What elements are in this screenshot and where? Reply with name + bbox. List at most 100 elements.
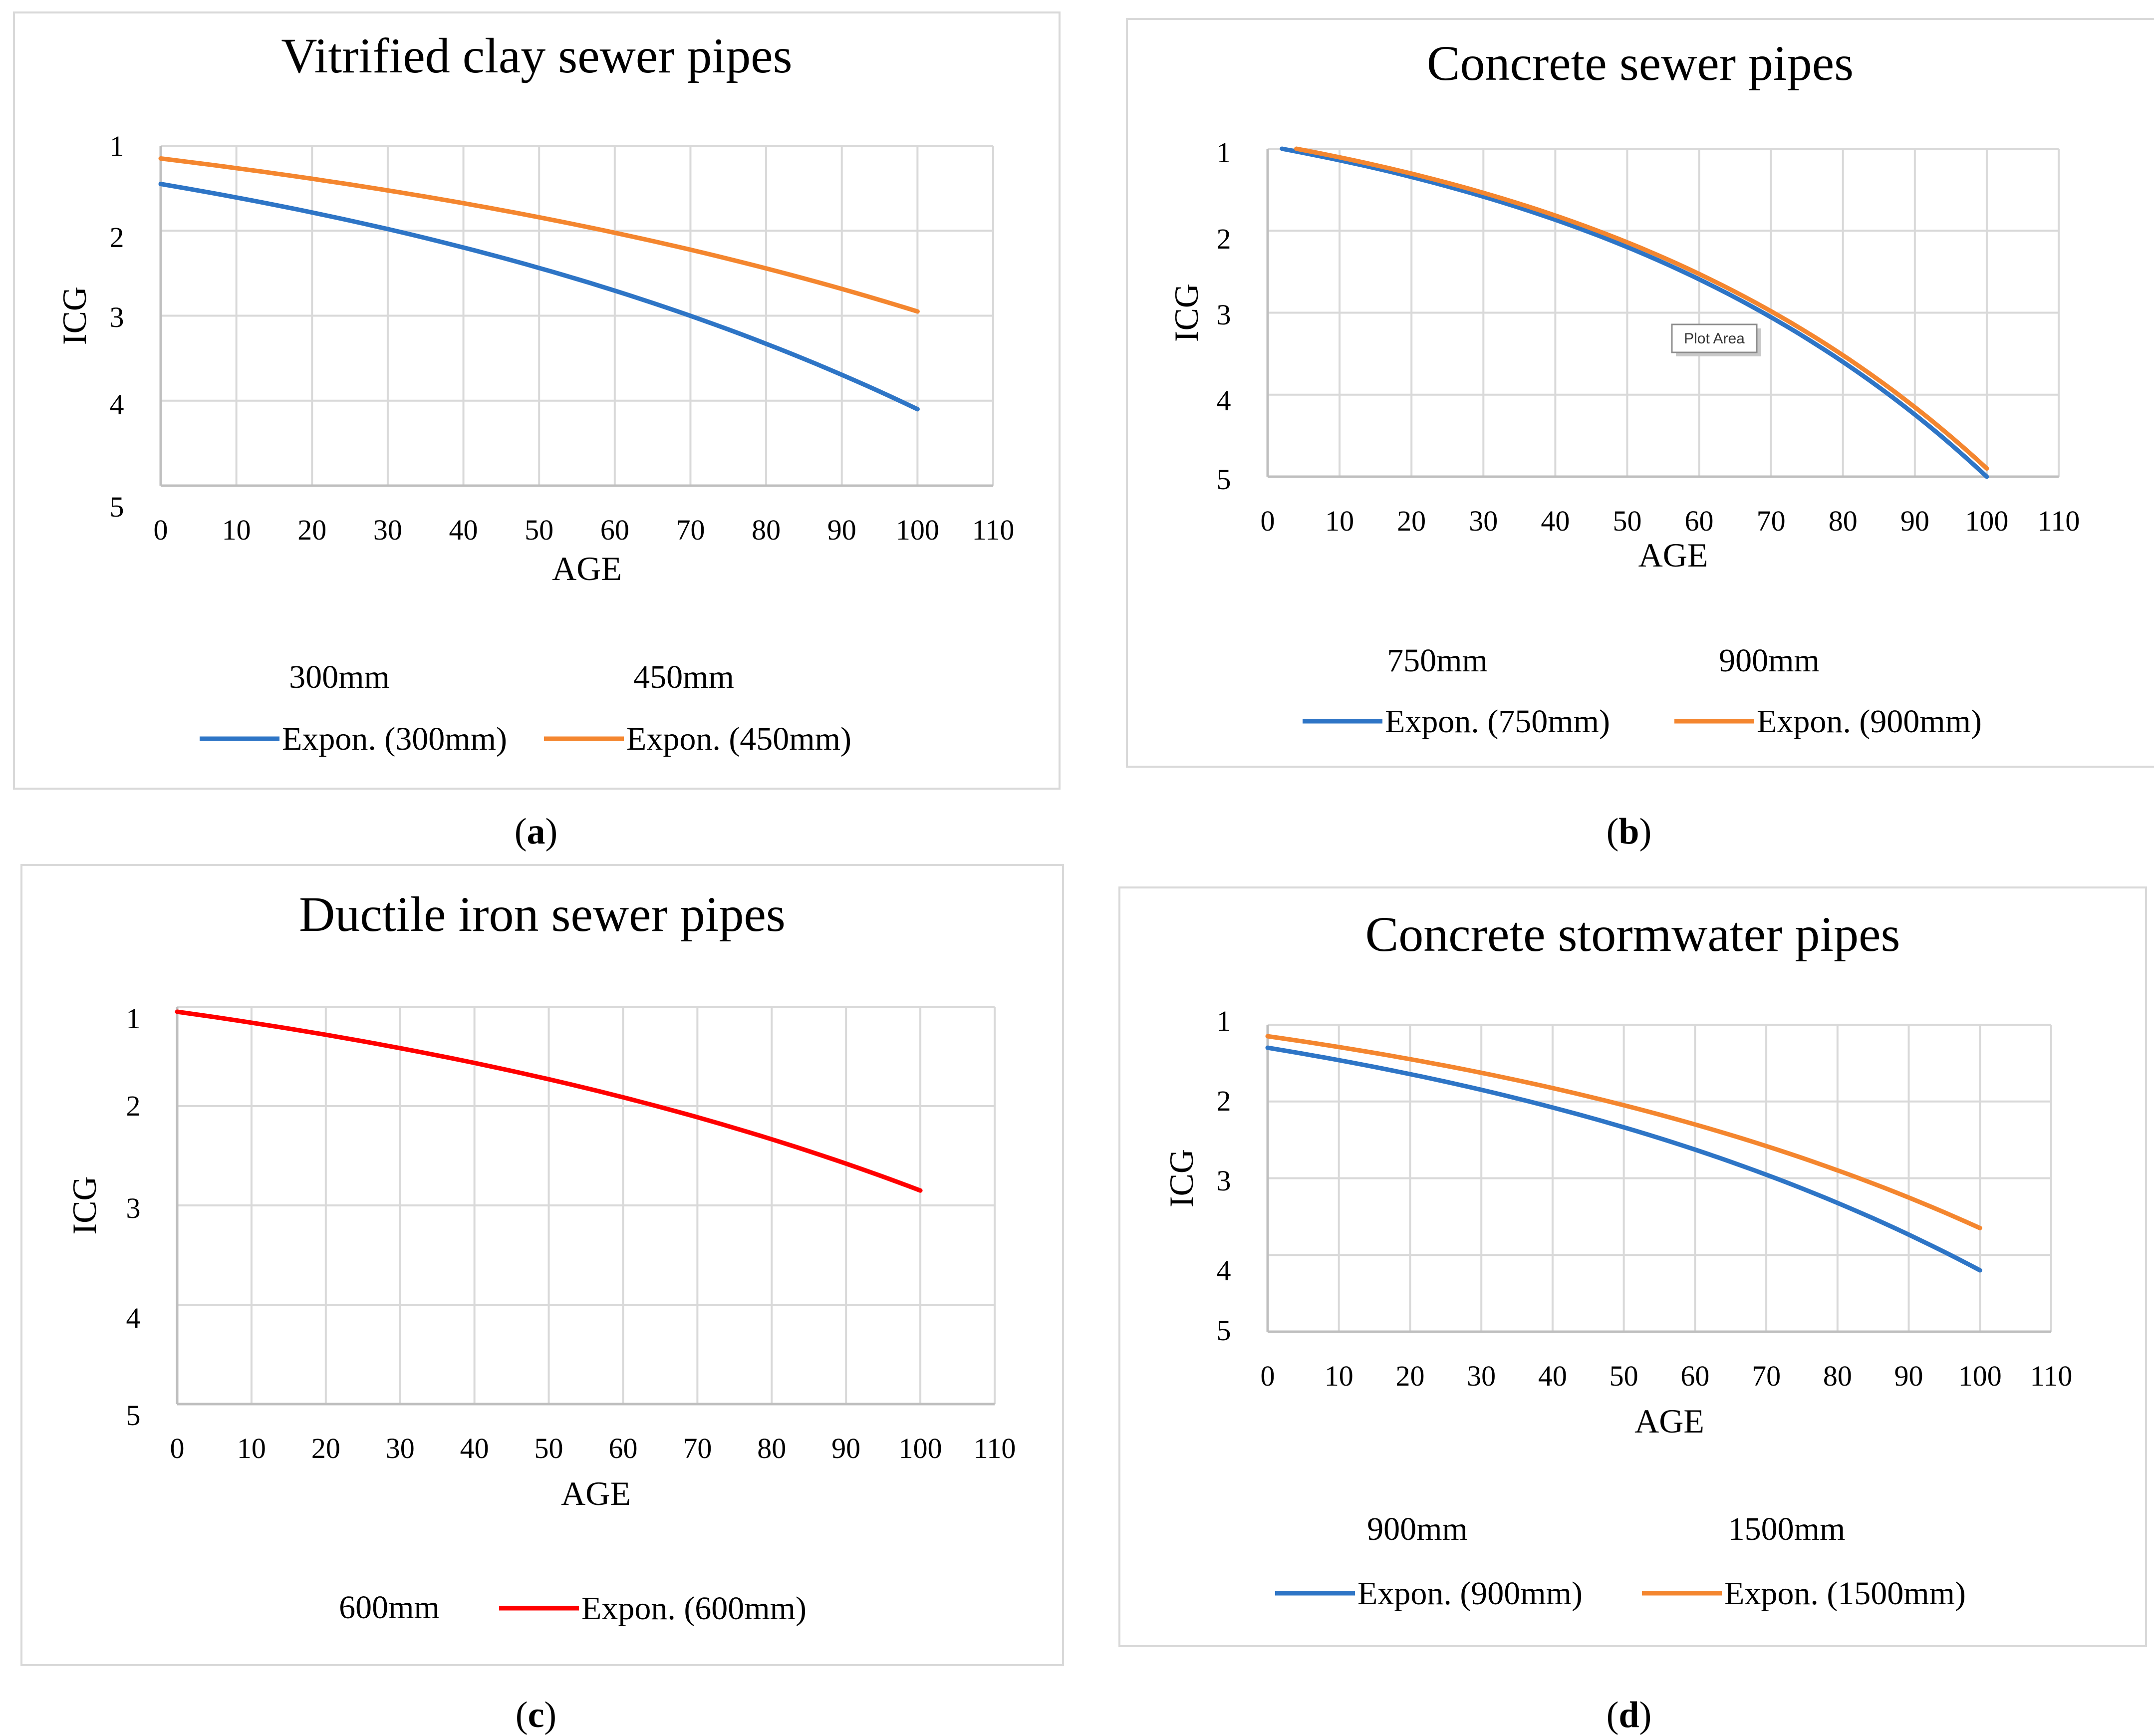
legend-label: 900mm	[1719, 642, 1820, 679]
x-tick-label: 30	[386, 1432, 415, 1464]
plot-area-tooltip	[1671, 323, 1758, 353]
x-axis-label: AGE	[1634, 1402, 1704, 1440]
y-tick-label: 4	[1217, 1254, 1231, 1287]
x-tick-label: 0	[1261, 1360, 1275, 1392]
y-axis-label: ICG	[1167, 284, 1205, 342]
x-tick-label: 20	[1395, 1360, 1424, 1392]
y-tick-label: 1	[1217, 136, 1231, 169]
chart-frame	[20, 864, 1064, 1666]
y-tick-label: 1	[110, 130, 124, 162]
y-tick-label: 2	[110, 221, 124, 254]
y-tick-label: 3	[1217, 298, 1231, 331]
x-axis-label: AGE	[552, 550, 622, 587]
legend-entry: Expon. (300mm)	[282, 721, 507, 757]
x-tick-label: 110	[2030, 1360, 2073, 1392]
chart-frame	[1118, 886, 2147, 1647]
x-tick-label: 80	[757, 1432, 786, 1464]
legend-label: 900mm	[1367, 1511, 1468, 1547]
y-axis-label: ICG	[65, 1176, 103, 1234]
panel-caption: (d)	[1607, 1695, 1651, 1736]
x-tick-label: 0	[170, 1432, 185, 1464]
x-tick-label: 40	[449, 514, 478, 546]
x-tick-label: 100	[1958, 1360, 2002, 1392]
y-tick-label: 2	[1217, 223, 1231, 255]
x-tick-label: 110	[972, 514, 1015, 546]
y-tick-label: 3	[1217, 1164, 1231, 1197]
x-tick-label: 60	[608, 1432, 637, 1464]
series-line	[158, 156, 920, 314]
x-tick-label: 30	[373, 514, 402, 546]
x-tick-label: 30	[1467, 1360, 1496, 1392]
chart-title: Concrete sewer pipes	[1427, 35, 1854, 91]
legend-entry: Expon. (750mm)	[1385, 703, 1610, 740]
x-tick-label: 100	[896, 514, 939, 546]
x-tick-label: 10	[1325, 1360, 1353, 1392]
x-tick-label: 110	[974, 1432, 1016, 1464]
x-tick-label: 20	[311, 1432, 340, 1464]
y-tick-label: 4	[1217, 384, 1231, 417]
x-tick-label: 100	[899, 1432, 942, 1464]
x-tick-label: 0	[154, 514, 168, 546]
legend-entry: Expon. (450mm)	[626, 721, 851, 757]
x-tick-label: 110	[2038, 505, 2080, 537]
tooltip-text: Plot Area	[1684, 330, 1745, 347]
x-axis-label: AGE	[561, 1474, 631, 1512]
x-tick-label: 60	[1685, 505, 1714, 537]
x-tick-label: 90	[827, 514, 856, 546]
series-line	[1265, 1034, 1982, 1230]
x-tick-label: 40	[460, 1432, 489, 1464]
x-tick-label: 20	[297, 514, 326, 546]
y-tick-label: 5	[1217, 1314, 1231, 1347]
x-tick-label: 50	[525, 514, 553, 546]
y-tick-label: 5	[1217, 463, 1231, 496]
y-tick-label: 1	[1217, 1005, 1231, 1037]
legend-entry: Expon. (1500mm)	[1724, 1575, 1966, 1612]
legend-label: 450mm	[633, 659, 734, 695]
x-tick-label: 50	[1613, 505, 1641, 537]
y-axis-label: ICG	[1162, 1149, 1200, 1207]
x-tick-label: 70	[1752, 1360, 1781, 1392]
chart-title: Ductile iron sewer pipes	[299, 886, 786, 942]
panel-caption: (a)	[515, 811, 557, 852]
y-tick-label: 4	[110, 388, 124, 421]
x-axis-label: AGE	[1638, 536, 1708, 574]
y-tick-label: 5	[126, 1399, 141, 1432]
x-tick-label: 10	[222, 514, 251, 546]
x-tick-label: 50	[535, 1432, 563, 1464]
x-tick-label: 20	[1397, 505, 1426, 537]
legend-label: 1500mm	[1728, 1511, 1846, 1547]
series-line	[1294, 146, 1989, 471]
x-tick-label: 70	[1757, 505, 1786, 537]
x-tick-label: 10	[1325, 505, 1354, 537]
series-line	[1280, 146, 1989, 479]
chart-title: Vitrified clay sewer pipes	[281, 28, 792, 83]
x-tick-label: 80	[1823, 1360, 1852, 1392]
legend-entry: Expon. (900mm)	[1757, 703, 1982, 740]
x-tick-label: 40	[1541, 505, 1570, 537]
x-tick-label: 10	[237, 1432, 266, 1464]
series-line	[175, 1009, 923, 1193]
series-line	[1265, 1045, 1982, 1273]
chart-panel-c: Ductile iron sewer pipes 0 10 20 30 40 50 60 70 8…	[20, 864, 1064, 1736]
chart-panel-a: Vitrified clay sewer pipes 0 10 20 30 40 50 60 7…	[13, 11, 1061, 852]
legend-label: 300mm	[289, 659, 390, 695]
x-tick-label: 90	[1894, 1360, 1923, 1392]
x-tick-label: 80	[752, 514, 781, 546]
x-tick-label: 40	[1538, 1360, 1567, 1392]
x-tick-label: 30	[1469, 505, 1498, 537]
chart-panel-d: Concrete stormwater pipes 0 10 20 30 40 50 60 70…	[1118, 886, 2147, 1736]
chart-frame	[1126, 18, 2154, 768]
y-tick-label: 2	[1217, 1085, 1231, 1117]
y-tick-label: 4	[126, 1302, 141, 1334]
x-tick-label: 60	[1680, 1360, 1709, 1392]
y-axis-label: ICG	[55, 287, 93, 345]
chart-title: Concrete stormwater pipes	[1365, 906, 1900, 962]
x-tick-label: 50	[1610, 1360, 1638, 1392]
y-tick-label: 1	[126, 1002, 141, 1035]
panel-caption: (b)	[1607, 811, 1651, 852]
legend-label: 750mm	[1387, 642, 1488, 679]
chart-panel-b: Concrete sewer pipes 0 10 20 30 40 50 60 70 80 90 1…	[1126, 18, 2154, 852]
x-tick-label: 70	[676, 514, 705, 546]
panel-caption: (c)	[516, 1695, 556, 1736]
